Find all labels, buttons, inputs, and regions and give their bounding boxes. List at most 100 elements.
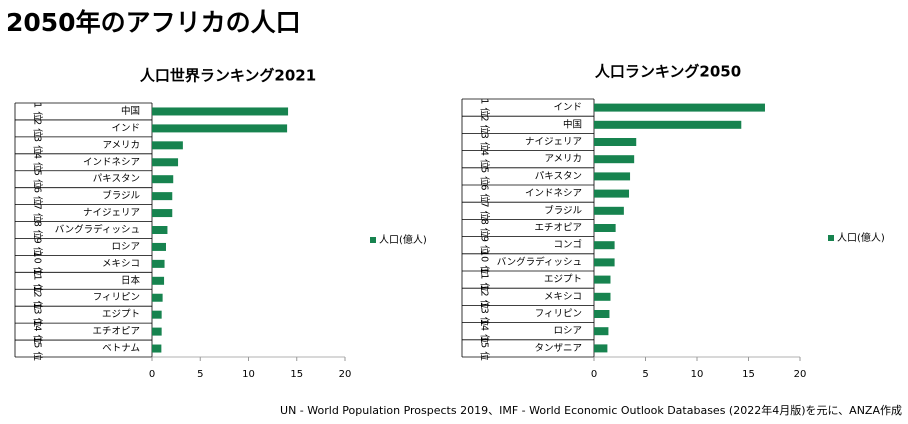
category-label: ブラジル (544, 204, 582, 216)
category-label: エチオピア (534, 223, 582, 234)
category-label: ロシア (553, 326, 582, 337)
bar (594, 103, 765, 112)
rank-label: 12 位 (479, 284, 491, 309)
page-title: 2050年のアフリカの人口 (6, 8, 301, 37)
bar (594, 206, 624, 215)
rank-label: 10 位 (32, 252, 44, 277)
rank-label: 6 位 (479, 184, 491, 203)
x-tick-label: 10 (242, 369, 255, 380)
bar (152, 293, 163, 302)
rank-label: 3 位 (32, 136, 44, 155)
x-tick-label: 5 (197, 369, 203, 380)
category-label: エジプト (544, 274, 582, 285)
rank-label: 3 位 (479, 133, 491, 152)
bar (152, 209, 173, 218)
rank-label: 4 位 (32, 153, 44, 172)
rank-label: 9 位 (479, 236, 491, 255)
x-tick-label: 20 (339, 369, 352, 380)
category-label: 日本 (121, 274, 141, 286)
bar (594, 258, 615, 267)
category-label: エチオピア (92, 326, 140, 337)
category-label: アメリカ (544, 154, 582, 165)
bar (152, 158, 179, 167)
bar (152, 310, 162, 319)
category-label: タンザニア (534, 343, 582, 354)
bar (594, 138, 637, 146)
x-tick-label: 10 (691, 369, 704, 380)
rank-label: 9 位 (32, 238, 44, 257)
bar (594, 172, 631, 181)
bar (152, 226, 168, 234)
category-label: 中国 (563, 118, 582, 130)
rank-label: 14 位 (32, 319, 44, 344)
rank-label: 10 位 (479, 250, 491, 275)
x-tick-label: 0 (149, 369, 155, 380)
bar (152, 344, 162, 353)
category-label: エジプト (102, 309, 140, 320)
legend-label: 人口(億人) (837, 231, 885, 244)
bar (594, 224, 616, 232)
category-label: インドネシア (83, 157, 140, 168)
category-label: 中国 (121, 105, 140, 117)
rank-label: 8 位 (479, 219, 491, 238)
rank-label: 7 位 (32, 204, 44, 223)
bar (152, 242, 166, 251)
bar (594, 310, 610, 318)
x-tick-label: 0 (591, 369, 597, 380)
category-label: ロシア (111, 241, 140, 252)
category-label: ナイジェリア (83, 208, 140, 219)
bar (152, 259, 165, 268)
category-label: ブラジル (102, 190, 140, 202)
category-label: インド (553, 102, 582, 113)
rank-label: 8 位 (32, 221, 44, 240)
bar (152, 141, 183, 150)
rank-label: 11 位 (479, 267, 491, 292)
bar (594, 189, 630, 198)
rank-label: 5 位 (32, 170, 44, 189)
category-label: アメリカ (102, 140, 140, 151)
x-tick-label: 15 (742, 369, 755, 380)
x-tick-label: 5 (642, 369, 648, 380)
rank-label: 2 位 (479, 116, 491, 135)
rank-label: 4 位 (479, 150, 491, 169)
chart-title: 人口ランキング2050 (595, 63, 741, 81)
rank-label: 14 位 (479, 319, 491, 344)
category-label: メキシコ (102, 258, 140, 269)
rank-label: 2 位 (32, 119, 44, 138)
bar (594, 120, 742, 129)
category-label: コンゴ (553, 239, 582, 251)
rank-label: 13 位 (32, 302, 44, 327)
rank-label: 13 位 (479, 302, 491, 327)
category-label: フィリピン (93, 292, 140, 303)
bar (594, 275, 611, 284)
category-label: フィリピン (535, 309, 582, 320)
rank-label: 6 位 (32, 187, 44, 206)
category-label: メキシコ (544, 291, 582, 302)
category-label: パキスタン (535, 171, 582, 182)
bar (152, 276, 165, 285)
category-label: バングラディッシュ (497, 256, 582, 268)
rank-label: 15 位 (32, 336, 44, 361)
category-label: バングラディッシュ (55, 224, 140, 236)
source-note: UN - World Population Prospects 2019、IMF… (280, 403, 902, 417)
x-tick-label: 20 (794, 369, 807, 380)
bar (152, 107, 289, 116)
category-label: パキスタン (93, 174, 140, 185)
x-tick-label: 15 (290, 369, 303, 380)
bar (152, 175, 174, 184)
category-label: インドネシア (525, 188, 582, 199)
legend-swatch (828, 235, 834, 241)
bar (594, 155, 635, 164)
category-label: インド (111, 123, 140, 134)
bar (594, 292, 611, 301)
rank-label: 12 位 (32, 285, 44, 310)
rank-label: 1 位 (479, 98, 491, 117)
rank-label: 5 位 (479, 167, 491, 186)
bar (152, 327, 162, 336)
bar (152, 192, 173, 201)
category-label: ベトナム (102, 343, 140, 354)
rank-label: 11 位 (32, 268, 44, 293)
category-label: ナイジェリア (525, 137, 582, 148)
